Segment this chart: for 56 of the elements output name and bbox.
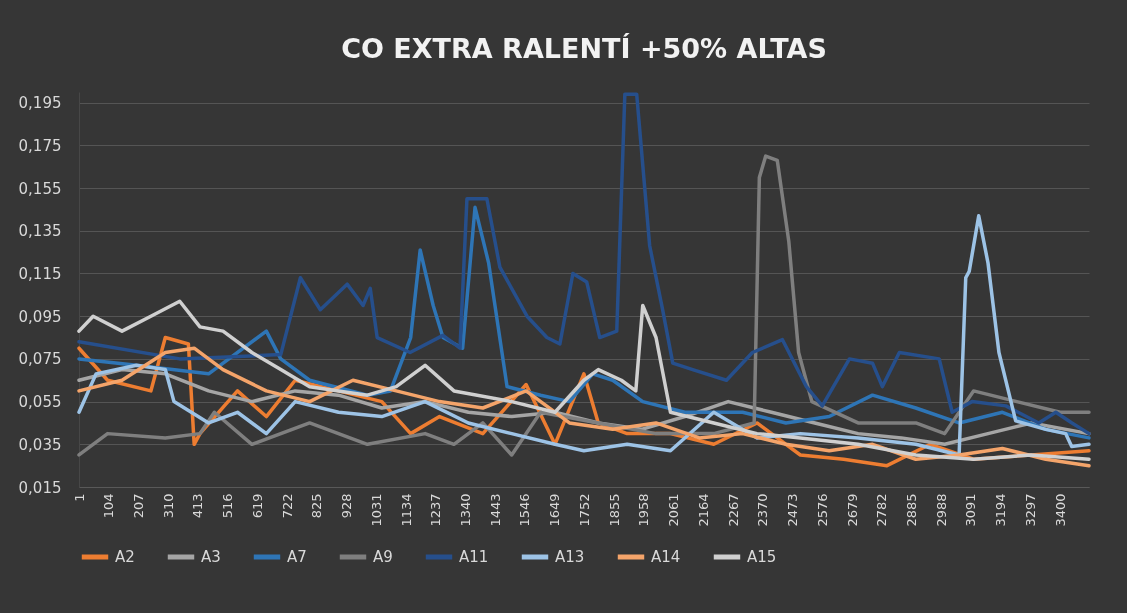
x-tick-label: 104 [101,493,117,519]
y-tick-label: 0,195 [18,94,62,113]
x-tick-label: 1546 [517,493,533,527]
x-tick-label: 516 [220,493,236,519]
legend-label: A14 [651,548,681,566]
y-tick-label: 0,155 [18,179,62,198]
y-tick-label: 0,075 [18,350,62,369]
x-tick-label: 3400 [1052,493,1068,527]
line-series [77,154,1091,457]
x-tick-label: 1134 [398,493,414,527]
x-tick-label: 2679 [844,493,860,527]
x-tick-label: 928 [339,493,355,519]
x-tick-label: 1340 [458,493,474,527]
legend-label: A7 [287,548,307,566]
x-tick-label: 1031 [368,493,384,527]
x-tick-label: 2885 [903,493,919,527]
legend-label: A2 [115,548,135,566]
x-tick-label: 3297 [1022,493,1038,527]
y-tick-label: 0,135 [18,222,62,241]
x-tick-label: 825 [309,493,325,519]
x-tick-label: 1855 [606,493,622,527]
x-tick-label: 619 [249,493,265,519]
x-tick-label: 2370 [755,493,771,527]
x-tick-label: 2576 [814,493,830,527]
x-tick-label: 3091 [963,493,979,527]
legend-label: A11 [459,548,489,566]
legend-label: A3 [201,548,221,566]
y-tick-label: 0,115 [18,264,62,283]
x-tick-label: 413 [190,493,206,519]
y-tick-label: 0,055 [18,393,62,412]
x-tick-label: 2988 [933,493,949,527]
legend-label: A9 [373,548,393,566]
x-tick-label: 207 [130,493,146,519]
y-tick-label: 0,175 [18,136,62,155]
y-tick-label: 0,035 [18,435,62,454]
x-tick-label: 1443 [487,493,503,527]
x-tick-label: 2061 [666,493,682,527]
x-tick-label: 2473 [785,493,801,527]
x-tick-label: 310 [160,493,176,519]
y-tick-label: 0,095 [18,307,62,326]
line-series [77,299,1091,461]
chart-title: CO EXTRA RALENTÍ +50% ALTAS [341,33,827,64]
legend-label: A15 [747,548,777,566]
x-tick-label: 1237 [428,493,444,527]
x-tick-label: 722 [279,493,295,519]
x-tick-label: 2267 [725,493,741,527]
x-tick-label: 3194 [993,493,1009,527]
x-tick-label: 2782 [874,493,890,527]
legend-label: A13 [555,548,585,566]
y-tick-label: 0,015 [18,478,62,497]
x-tick-label: 1649 [547,493,563,527]
x-tick-label: 1 [71,493,87,502]
x-tick-label: 1752 [576,493,592,527]
x-tick-label: 2164 [695,493,711,527]
line-series [77,92,1091,436]
x-tick-label: 1958 [636,493,652,527]
